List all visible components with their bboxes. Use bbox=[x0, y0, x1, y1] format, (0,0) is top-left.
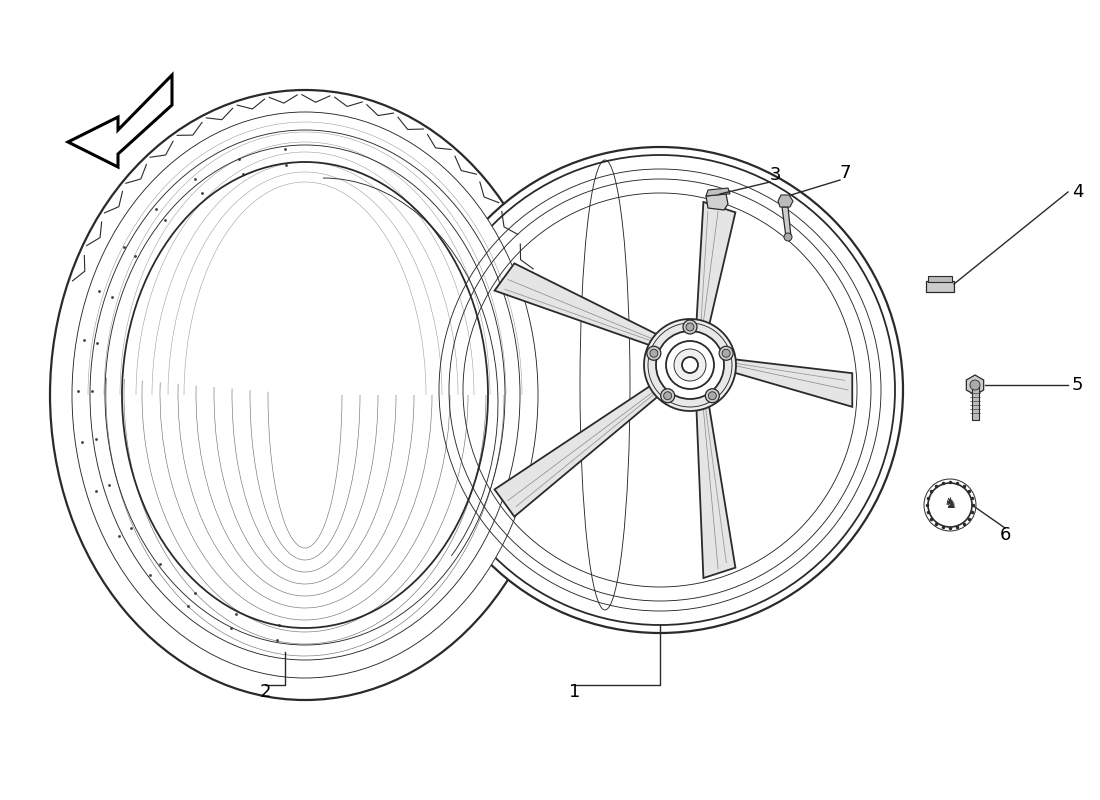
Circle shape bbox=[674, 349, 706, 381]
Text: a passion for parts: a passion for parts bbox=[238, 430, 522, 459]
Text: online885: online885 bbox=[512, 371, 649, 399]
Bar bbox=[971, 385, 979, 420]
Circle shape bbox=[417, 147, 903, 633]
Polygon shape bbox=[68, 75, 172, 167]
Polygon shape bbox=[782, 207, 791, 237]
Circle shape bbox=[784, 233, 792, 241]
Ellipse shape bbox=[122, 162, 488, 628]
Text: 2: 2 bbox=[260, 683, 271, 701]
Polygon shape bbox=[966, 375, 983, 395]
Circle shape bbox=[682, 357, 698, 373]
Ellipse shape bbox=[50, 90, 560, 700]
Text: elite: elite bbox=[251, 264, 490, 356]
Circle shape bbox=[648, 323, 732, 407]
Circle shape bbox=[647, 346, 661, 360]
Polygon shape bbox=[696, 202, 736, 330]
Text: 6: 6 bbox=[999, 526, 1011, 544]
Circle shape bbox=[644, 319, 736, 411]
Circle shape bbox=[705, 389, 719, 402]
Circle shape bbox=[666, 341, 714, 389]
Text: 1: 1 bbox=[570, 683, 581, 701]
Polygon shape bbox=[729, 358, 852, 407]
Circle shape bbox=[683, 320, 697, 334]
Polygon shape bbox=[706, 188, 730, 196]
Polygon shape bbox=[495, 263, 662, 347]
Circle shape bbox=[719, 346, 733, 360]
Bar bbox=[928, 276, 952, 282]
Circle shape bbox=[663, 392, 672, 400]
Circle shape bbox=[970, 380, 980, 390]
Circle shape bbox=[656, 331, 724, 399]
Ellipse shape bbox=[104, 145, 505, 645]
Text: 5: 5 bbox=[1072, 376, 1084, 394]
Text: 3: 3 bbox=[769, 166, 781, 184]
Circle shape bbox=[722, 350, 730, 358]
Circle shape bbox=[928, 483, 972, 527]
Circle shape bbox=[686, 323, 694, 331]
Bar bbox=[926, 281, 954, 292]
Ellipse shape bbox=[72, 112, 538, 678]
Circle shape bbox=[708, 392, 716, 400]
Polygon shape bbox=[495, 383, 662, 517]
Polygon shape bbox=[706, 194, 728, 210]
Circle shape bbox=[425, 155, 895, 625]
Circle shape bbox=[661, 389, 674, 402]
Polygon shape bbox=[696, 401, 736, 578]
Ellipse shape bbox=[90, 130, 520, 660]
Text: 7: 7 bbox=[839, 164, 850, 182]
Text: 4: 4 bbox=[1072, 183, 1084, 201]
Text: parts: parts bbox=[290, 334, 570, 426]
Text: ♞: ♞ bbox=[943, 495, 957, 510]
Polygon shape bbox=[778, 195, 793, 207]
Circle shape bbox=[650, 350, 658, 358]
